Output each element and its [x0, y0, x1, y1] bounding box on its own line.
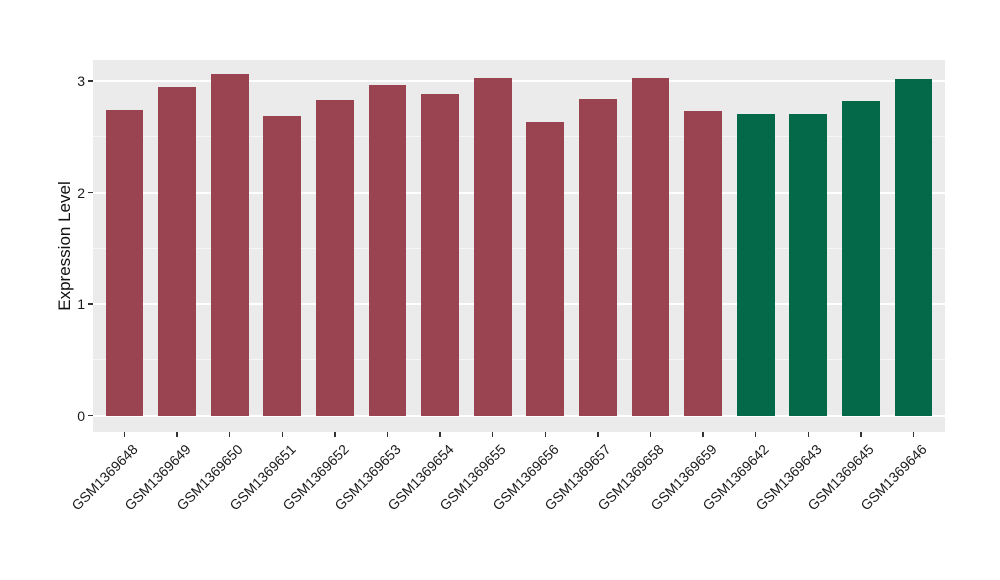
- y-axis-tick: [88, 80, 93, 82]
- x-axis-tick: [702, 432, 704, 437]
- y-axis-title: Expression Level: [55, 181, 74, 311]
- gridline-major: [93, 303, 945, 306]
- x-axis-tick: [860, 432, 862, 437]
- bar-GSM1369649: [158, 86, 197, 416]
- y-tick-label: 1: [77, 296, 85, 313]
- gridline-major: [93, 191, 945, 194]
- y-axis-tick: [88, 191, 93, 194]
- x-axis-tick: [544, 432, 547, 437]
- x-axis-tick: [281, 432, 284, 437]
- bar-GSM1369657: [578, 98, 617, 416]
- x-axis-tick: [649, 432, 652, 437]
- x-axis-tick: [334, 432, 336, 437]
- y-axis-tick: [88, 414, 93, 417]
- y-tick-label: 0: [77, 407, 85, 424]
- x-axis-tick: [386, 432, 389, 437]
- y-axis-tick: [88, 303, 93, 305]
- gridline-minor: [93, 136, 945, 138]
- x-axis-tick: [912, 432, 915, 437]
- bar-GSM1369659: [684, 111, 722, 416]
- x-axis-tick: [807, 432, 809, 437]
- bar-GSM1369646: [894, 78, 933, 416]
- gridline-major: [93, 414, 945, 417]
- x-axis-tick: [491, 432, 494, 437]
- bar-GSM1369658: [631, 77, 670, 416]
- x-axis-tick: [597, 432, 599, 437]
- x-axis-tick: [754, 432, 757, 437]
- bar-GSM1369648: [105, 109, 144, 416]
- x-axis-tick: [123, 432, 126, 437]
- x-axis-tick: [176, 432, 178, 437]
- bar-GSM1369653: [368, 85, 407, 416]
- x-axis-tick: [439, 432, 441, 437]
- bar-GSM1369652: [315, 99, 354, 416]
- gridline-minor: [93, 247, 945, 249]
- x-axis-tick: [228, 432, 231, 437]
- bar-GSM1369655: [473, 77, 512, 416]
- bar-GSM1369650: [210, 74, 249, 416]
- bar-GSM1369654: [421, 94, 460, 416]
- bar-GSM1369651: [263, 115, 302, 416]
- bar-GSM1369645: [841, 101, 880, 416]
- gridline-minor: [93, 359, 945, 361]
- plot-panel: [93, 60, 945, 432]
- y-tick-label: 3: [77, 72, 85, 89]
- y-tick-label: 2: [77, 184, 85, 201]
- bar-GSM1369656: [526, 122, 565, 416]
- bar-GSM1369642: [736, 114, 775, 416]
- bar-GSM1369643: [789, 114, 828, 416]
- gridline-major: [93, 79, 945, 82]
